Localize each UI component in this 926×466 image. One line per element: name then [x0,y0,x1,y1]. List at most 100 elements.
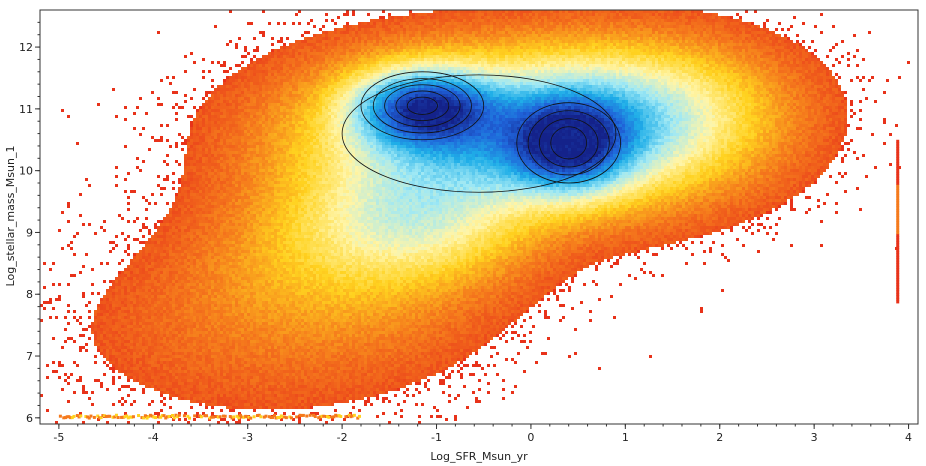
density-cell [682,82,685,85]
density-cell [616,82,619,85]
density-cell [688,55,691,58]
density-cell [568,67,571,70]
density-cell [382,55,385,58]
density-cell [706,43,709,46]
density-cell [487,25,490,28]
density-cell [562,25,565,28]
density-cell [613,46,616,49]
density-point [862,58,865,61]
density-cell [715,70,718,73]
density-cell [616,49,619,52]
density-cell [628,13,631,16]
density-cell [391,52,394,55]
density-cell [415,55,418,58]
density-cell [427,22,430,25]
density-cell [562,46,565,49]
density-cell [385,61,388,64]
density-cell [439,91,442,94]
density-cell [280,46,283,49]
density-cell [814,85,817,88]
density-cell [514,16,517,19]
density-cell [739,34,742,37]
density-point [247,22,250,25]
density-cell [385,46,388,49]
density-cell [586,82,589,85]
density-cell [556,91,559,94]
density-cell [562,91,565,94]
density-cell [598,64,601,67]
density-cell [493,58,496,61]
density-cell [424,34,427,37]
density-cell [367,40,370,43]
density-cell [643,91,646,94]
density-cell [412,46,415,49]
density-cell [391,43,394,46]
density-cell [808,79,811,82]
density-cell [604,43,607,46]
density-cell [508,61,511,64]
density-cell [346,94,349,97]
density-cell [562,64,565,67]
density-cell [475,85,478,88]
density-cell [460,76,463,79]
density-cell [514,67,517,70]
density-cell [271,55,274,58]
density-cell [394,46,397,49]
density-cell [382,73,385,76]
density-cell [475,22,478,25]
density-cell [526,85,529,88]
density-cell [580,19,583,22]
density-cell [418,55,421,58]
density-cell [253,79,256,82]
density-cell [415,49,418,52]
density-cell [346,52,349,55]
density-cell [541,76,544,79]
density-cell [679,16,682,19]
density-cell [688,13,691,16]
density-cell [553,55,556,58]
density-cell [649,58,652,61]
density-cell [751,52,754,55]
density-cell [277,79,280,82]
density-cell [571,28,574,31]
density-cell [787,52,790,55]
density-cell [535,25,538,28]
density-cell [742,22,745,25]
density-cell [256,64,259,67]
density-cell [709,49,712,52]
density-cell [298,79,301,82]
density-cell [568,85,571,88]
density-cell [583,40,586,43]
density-cell [475,91,478,94]
density-cell [229,91,232,94]
density-cell [538,34,541,37]
density-point [853,55,856,58]
density-cell [778,61,781,64]
density-cell [733,22,736,25]
density-cell [691,85,694,88]
density-point [388,13,391,16]
density-cell [313,46,316,49]
density-cell [820,85,823,88]
density-cell [442,22,445,25]
density-cell [508,73,511,76]
density-cell [382,67,385,70]
density-cell [535,49,538,52]
density-cell [223,85,226,88]
density-cell [649,37,652,40]
density-cell [550,49,553,52]
density-cell [334,55,337,58]
density-cell [550,28,553,31]
density-cell [424,85,427,88]
density-cell [529,40,532,43]
density-cell [655,76,658,79]
density-cell [451,58,454,61]
density-cell [259,70,262,73]
density-cell [658,19,661,22]
density-point [319,28,322,31]
density-cell [799,79,802,82]
density-cell [256,70,259,73]
density-cell [772,61,775,64]
density-cell [517,70,520,73]
density-cell [544,28,547,31]
